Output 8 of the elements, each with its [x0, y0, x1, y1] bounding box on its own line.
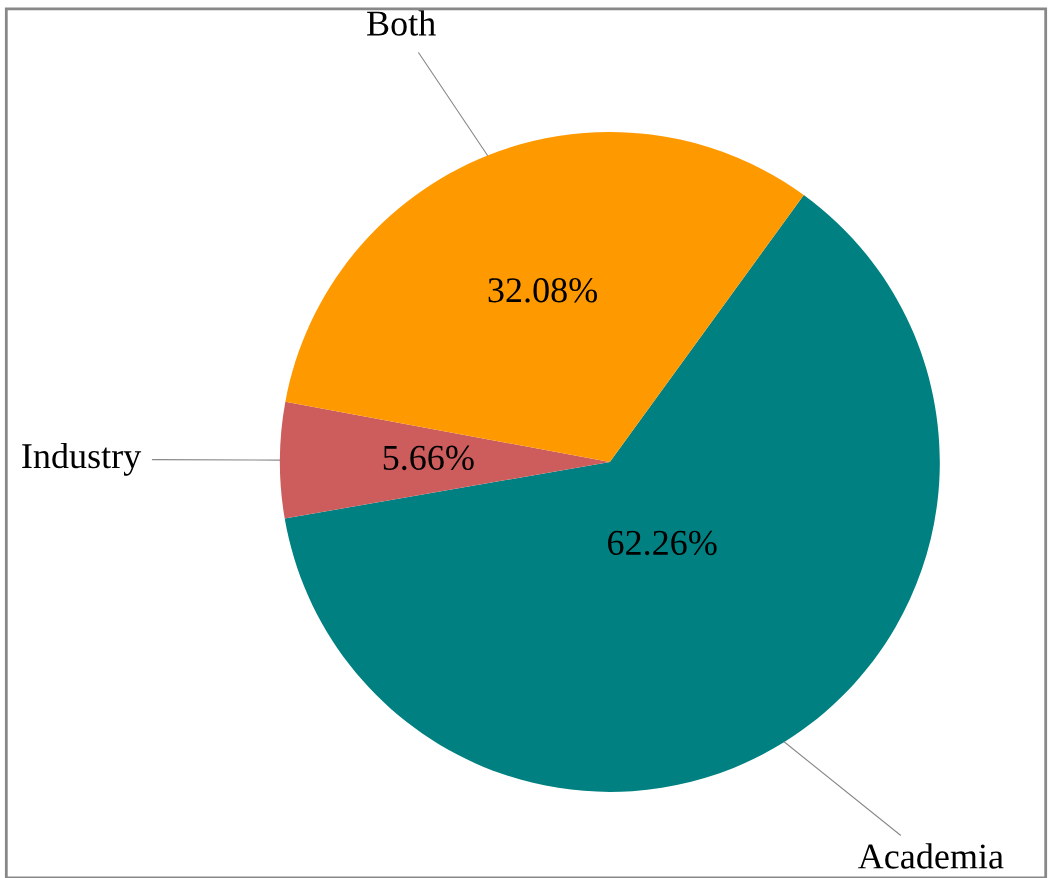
data-label: 5.66%	[383, 445, 474, 471]
pie-slice	[284, 194, 940, 792]
slice-label: Academia	[858, 843, 1004, 869]
data-label: 32.08%	[488, 278, 598, 303]
pie-slice	[279, 401, 610, 519]
slice-label: Both	[367, 10, 436, 36]
data-label: 62.26%	[608, 530, 717, 556]
slice-label: Industry	[22, 442, 142, 476]
